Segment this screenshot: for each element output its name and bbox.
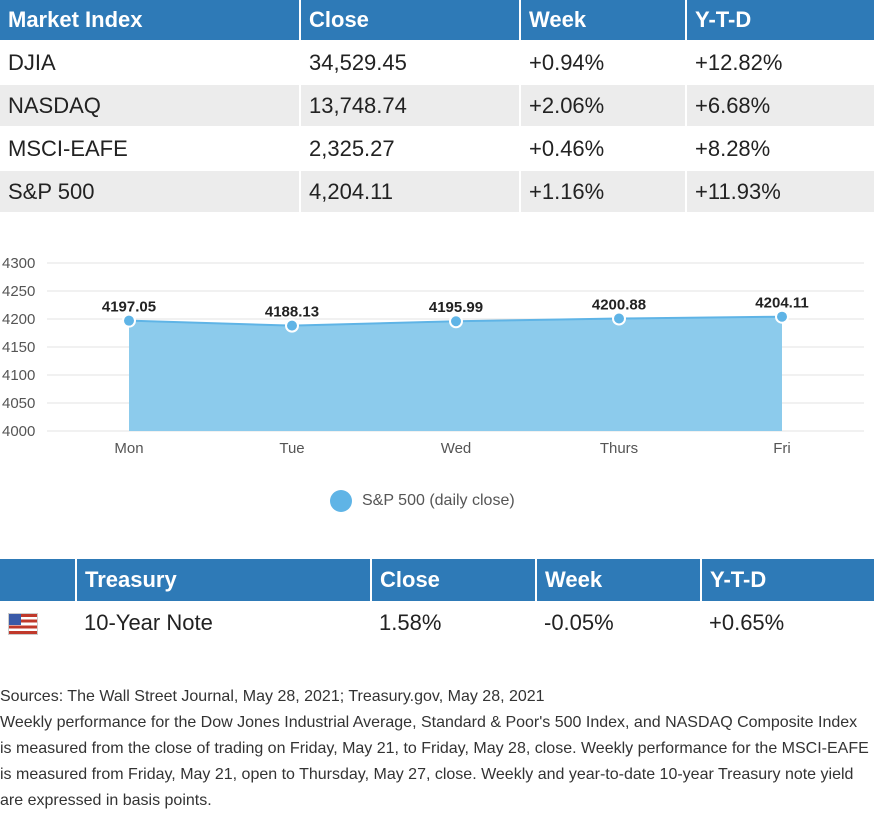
index-week: +0.46% — [520, 126, 687, 170]
index-week: +2.06% — [520, 83, 687, 127]
y-tick-label: 4250 — [2, 283, 35, 300]
y-tick-label: 4200 — [2, 311, 35, 328]
header-week: Week — [536, 559, 702, 601]
series-area — [129, 316, 782, 431]
header-market-index: Market Index — [0, 0, 301, 41]
header-close: Close — [300, 0, 521, 41]
index-close: 4,204.11 — [300, 169, 521, 212]
data-point — [612, 311, 626, 326]
flag-cell — [0, 601, 76, 645]
data-label: 4195.99 — [429, 299, 483, 316]
header-ytd: Y-T-D — [686, 0, 874, 41]
sources-note: Sources: The Wall Street Journal, May 28… — [0, 684, 870, 814]
index-name: MSCI-EAFE — [0, 126, 301, 170]
x-tick-label: Tue — [279, 440, 304, 457]
x-tick-label: Fri — [773, 440, 791, 457]
index-close: 2,325.27 — [300, 126, 521, 170]
header-flag — [0, 559, 77, 601]
table-row: 10-Year Note 1.58% -0.05% +0.65% — [0, 601, 874, 645]
table-row: DJIA 34,529.45 +0.94% +12.82% — [0, 40, 874, 84]
treasury-close: 1.58% — [371, 601, 536, 645]
y-tick-label: 4300 — [2, 255, 35, 272]
header-treasury: Treasury — [76, 559, 372, 601]
index-week: +1.16% — [520, 169, 687, 212]
data-point — [122, 313, 136, 328]
index-ytd: +12.82% — [686, 40, 874, 84]
index-ytd: +6.68% — [686, 83, 874, 127]
methodology-note: Weekly performance for the Dow Jones Ind… — [0, 714, 869, 809]
table-row: NASDAQ 13,748.74 +2.06% +6.68% — [0, 83, 874, 127]
data-label: 4197.05 — [102, 299, 156, 316]
x-tick-label: Wed — [441, 440, 472, 457]
table-row: S&P 500 4,204.11 +1.16% +11.93% — [0, 169, 874, 212]
chart-legend: S&P 500 (daily close) — [330, 490, 515, 512]
index-name: NASDAQ — [0, 83, 301, 127]
y-tick-label: 4100 — [2, 367, 35, 384]
index-week: +0.94% — [520, 40, 687, 84]
data-point — [285, 318, 299, 333]
treasury-table: Treasury Close Week Y-T-D 10-Year Note 1… — [0, 559, 874, 645]
data-label: 4204.11 — [755, 295, 808, 312]
treasury-table-header: Treasury Close Week Y-T-D — [0, 559, 874, 601]
index-close: 34,529.45 — [300, 40, 521, 84]
y-tick-label: 4000 — [2, 423, 35, 440]
header-close: Close — [371, 559, 537, 601]
header-ytd: Y-T-D — [701, 559, 874, 601]
legend-label: S&P 500 (daily close) — [362, 492, 515, 509]
data-point — [449, 314, 463, 329]
us-flag-icon — [8, 613, 38, 636]
y-tick-label: 4050 — [2, 395, 35, 412]
index-name: DJIA — [0, 40, 301, 84]
market-index-table: Market Index Close Week Y-T-D DJIA 34,52… — [0, 0, 874, 212]
x-tick-label: Thurs — [600, 440, 638, 457]
index-ytd: +11.93% — [686, 169, 874, 212]
data-point — [775, 309, 789, 324]
treasury-week: -0.05% — [536, 601, 701, 645]
table-row: MSCI-EAFE 2,325.27 +0.46% +8.28% — [0, 126, 874, 170]
x-tick-label: Mon — [114, 440, 143, 457]
header-week: Week — [520, 0, 687, 41]
data-label: 4200.88 — [592, 297, 646, 314]
index-ytd: +8.28% — [686, 126, 874, 170]
sources-line: Sources: The Wall Street Journal, May 28… — [0, 688, 545, 705]
market-table-header: Market Index Close Week Y-T-D — [0, 0, 874, 41]
treasury-ytd: +0.65% — [701, 601, 874, 645]
legend-swatch — [330, 490, 352, 512]
sp500-area-chart: 4300 4250 4200 4150 4100 4050 4000 4197.05 4188.… — [2, 255, 864, 457]
treasury-name: 10-Year Note — [76, 601, 371, 645]
data-label: 4188.13 — [265, 304, 319, 321]
index-close: 13,748.74 — [300, 83, 521, 127]
index-name: S&P 500 — [0, 169, 301, 212]
y-tick-label: 4150 — [2, 339, 35, 356]
